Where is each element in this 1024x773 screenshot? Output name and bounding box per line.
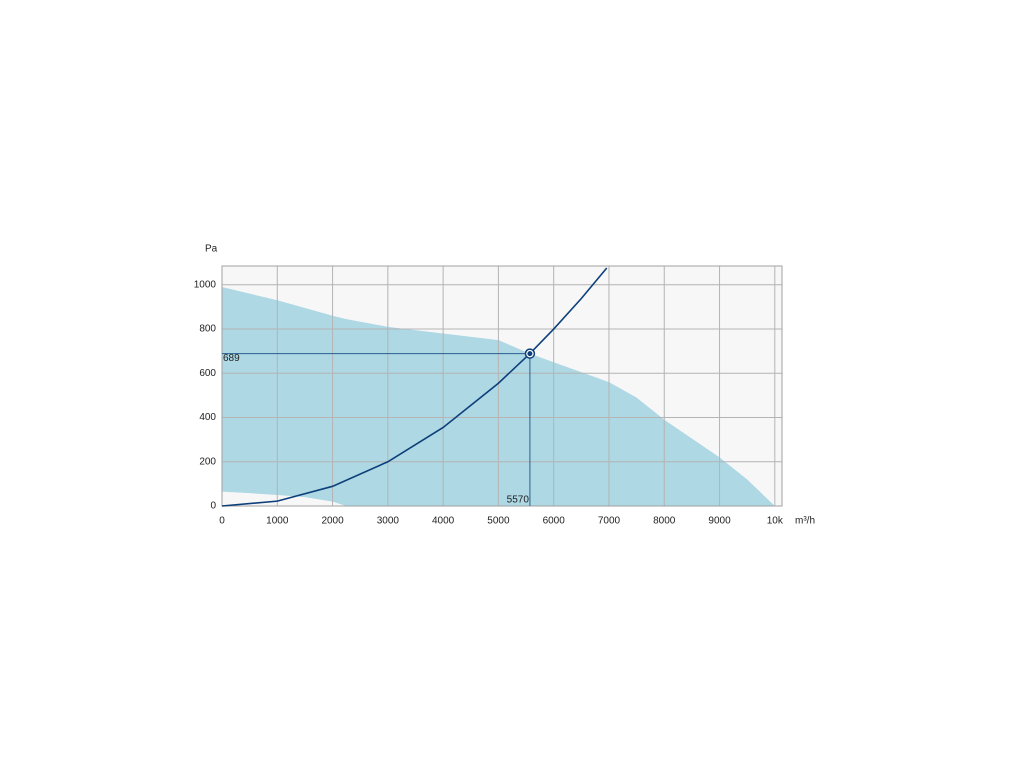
x-tick-label: 10k xyxy=(767,516,784,527)
x-tick-label: 5000 xyxy=(487,516,510,527)
y-tick-label: 0 xyxy=(210,501,216,512)
x-tick-label: 0 xyxy=(219,516,225,527)
x-tick-label: 4000 xyxy=(432,516,455,527)
operating-point-dot xyxy=(527,351,533,357)
plot-frame xyxy=(221,265,783,507)
y-tick-label: 1000 xyxy=(194,279,217,290)
x-tick-label: 7000 xyxy=(598,516,621,527)
y-tick-label: 800 xyxy=(199,324,216,335)
operating-x-label: 5570 xyxy=(507,495,530,506)
system-curve xyxy=(221,267,608,507)
y-axis-label: Pa xyxy=(205,244,218,255)
x-tick-label: 3000 xyxy=(377,516,400,527)
x-tick-label: 9000 xyxy=(708,516,731,527)
x-tick-label: 1000 xyxy=(266,516,289,527)
x-tick-label: 8000 xyxy=(653,516,676,527)
operating-y-label: 689 xyxy=(223,353,240,364)
y-tick-label: 400 xyxy=(199,412,216,423)
y-tick-label: 200 xyxy=(199,456,216,467)
x-tick-label: 2000 xyxy=(321,516,344,527)
x-axis-label: m³/h xyxy=(795,516,815,527)
x-tick-label: 6000 xyxy=(543,516,566,527)
y-tick-label: 600 xyxy=(199,368,216,379)
